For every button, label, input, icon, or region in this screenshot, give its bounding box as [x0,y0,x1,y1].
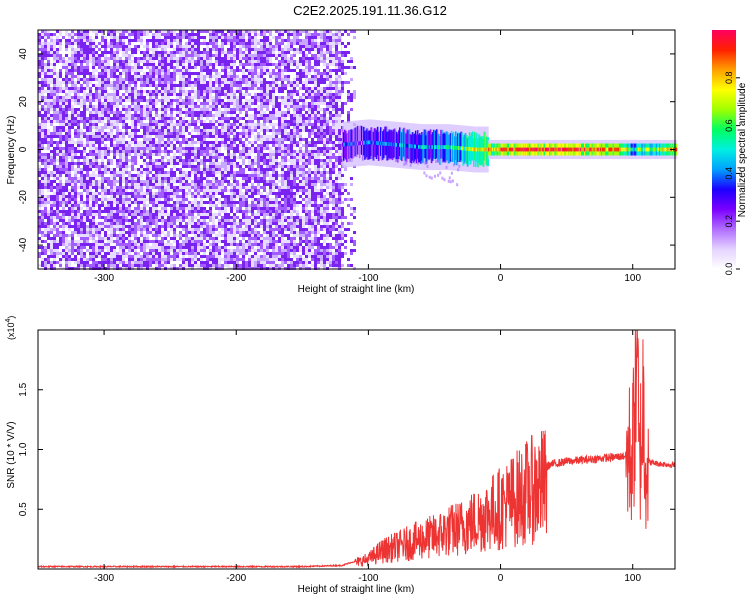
y-tick-label: -20 [18,190,29,205]
colorbar-ticks: 0.0 0.2 0.4 0.6 0.8 [724,72,740,276]
snr-background [38,330,675,569]
y-tick-label: 0.5 [18,502,29,516]
snr-panel: -300 -200 -100 0 100 0.5 1.0 1.5 Height of str… [5,316,676,595]
spectrogram-x-label: Height of straight line (km) [298,284,415,295]
figure-title: C2E2.2025.191.11.36.G12 [293,3,447,18]
snr-y-label: SNR (10 * V/V) [6,421,17,488]
x-tick-label: -300 [94,573,114,584]
y-tick-label: 0 [18,146,29,152]
x-tick-label: 100 [624,273,641,284]
snr-y-multiplier: (x104) [5,316,16,340]
snr-y-ticks: 0.5 1.0 1.5 [18,382,675,516]
x-tick-label: -100 [358,573,378,584]
y-tick-label: 20 [18,96,29,108]
x-tick-label: 100 [624,573,641,584]
spectrogram-y-label: Frequency (Hz) [6,116,17,185]
colorbar-tick-label: 0.6 [724,119,734,132]
colorbar-tick-label: 0.8 [724,72,734,85]
snr-line [38,330,675,569]
y-tick-label: 1.5 [18,382,29,396]
x-tick-label: -100 [358,273,378,284]
y-tick-label: -40 [18,237,29,252]
colorbar-label: Normalized spectral amplitude [737,82,748,217]
colorbar-gradient [712,30,736,269]
spectrogram-plot-area [38,30,678,270]
colorbar-tick-label: 0.2 [724,215,734,228]
colorbar-tick-label: 0.4 [724,167,734,180]
x-tick-label: -200 [226,573,246,584]
spectrogram-panel: -300 -200 -100 0 100 40 20 0 -20 -40 Height of s… [6,29,678,295]
snr-x-ticks: -300 -200 -100 0 100 [94,330,641,584]
spectrogram-y-ticks: 40 20 0 -20 -40 [18,48,675,252]
spectrogram-x-ticks: -300 -200 -100 0 100 [94,30,641,284]
noise-texture [38,30,356,270]
x-tick-label: -200 [226,273,246,284]
x-tick-label: -300 [94,273,114,284]
colorbar: 0.0 0.2 0.4 0.6 0.8 Normalized spectral ampl… [712,30,748,275]
y-tick-label: 1.0 [18,442,29,456]
signal-ridge [341,119,678,187]
x-tick-label: 0 [498,573,504,584]
x-tick-label: 0 [498,273,504,284]
colorbar-tick-label: 0.0 [724,263,734,276]
snr-x-label: Height of straight line (km) [298,584,415,595]
snr-plot-area [38,330,675,569]
y-tick-label: 40 [18,48,29,60]
